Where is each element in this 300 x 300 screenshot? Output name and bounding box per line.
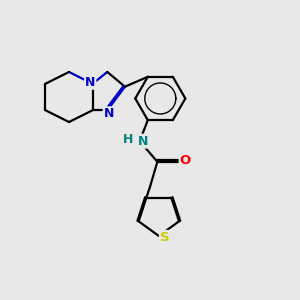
Text: S: S: [160, 231, 169, 244]
Text: O: O: [180, 154, 191, 167]
Text: N: N: [85, 76, 95, 89]
Text: N: N: [137, 135, 148, 148]
Text: N: N: [103, 107, 114, 120]
Text: H: H: [123, 133, 134, 146]
